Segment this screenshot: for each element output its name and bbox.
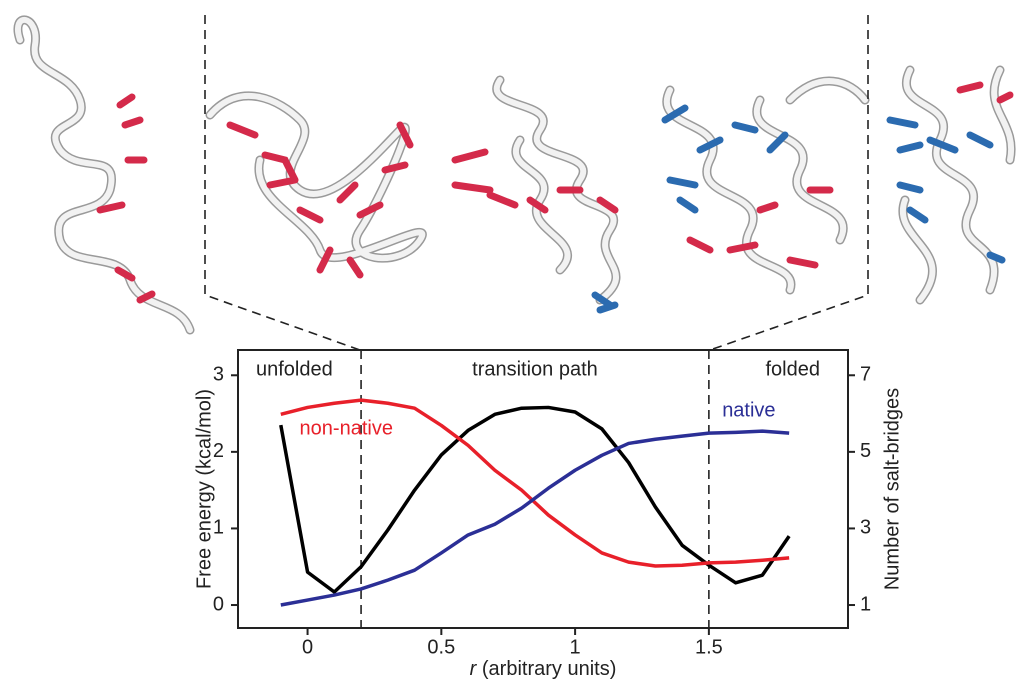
series-label: native (722, 399, 775, 421)
x-axis-label: r (arbitrary units) (470, 658, 617, 680)
y2-tick-label: 1 (860, 593, 871, 615)
y-axis-label: Free energy (kcal/mol) (193, 389, 215, 589)
zoom-line (709, 15, 869, 351)
region-label: unfolded (256, 358, 333, 380)
series-line (280, 429, 790, 607)
region-label: folded (766, 358, 821, 380)
protein-folded (886, 65, 1016, 305)
x-tick-label: 0.5 (427, 636, 455, 658)
protein-unfolded (13, 15, 195, 335)
y-tick-label: 2 (213, 440, 224, 462)
x-axis-label-var: r (470, 658, 478, 680)
series-label: non-native (300, 418, 393, 440)
y-tick-label: 0 (213, 593, 224, 615)
y-tick-label: 3 (213, 364, 224, 386)
protein-transition (451, 75, 621, 314)
y-tick-label: 1 (213, 517, 224, 539)
plot-frame (237, 349, 849, 629)
protein-unfolded-zoom (205, 91, 427, 279)
x-tick-label: 0 (302, 636, 313, 658)
y2-axis-label: Number of salt-bridges (881, 388, 903, 590)
x-tick-label: 1.5 (695, 636, 723, 658)
zoom-line (204, 15, 361, 351)
x-tick-label: 1 (570, 636, 581, 658)
x-axis-label-text: (arbitrary units) (482, 658, 616, 680)
region-label: transition path (472, 358, 598, 380)
y2-tick-label: 3 (860, 517, 871, 539)
series-line (280, 398, 790, 568)
y2-tick-label: 5 (860, 440, 871, 462)
y2-tick-label: 7 (860, 364, 871, 386)
protein-folded-zoom (661, 76, 870, 295)
